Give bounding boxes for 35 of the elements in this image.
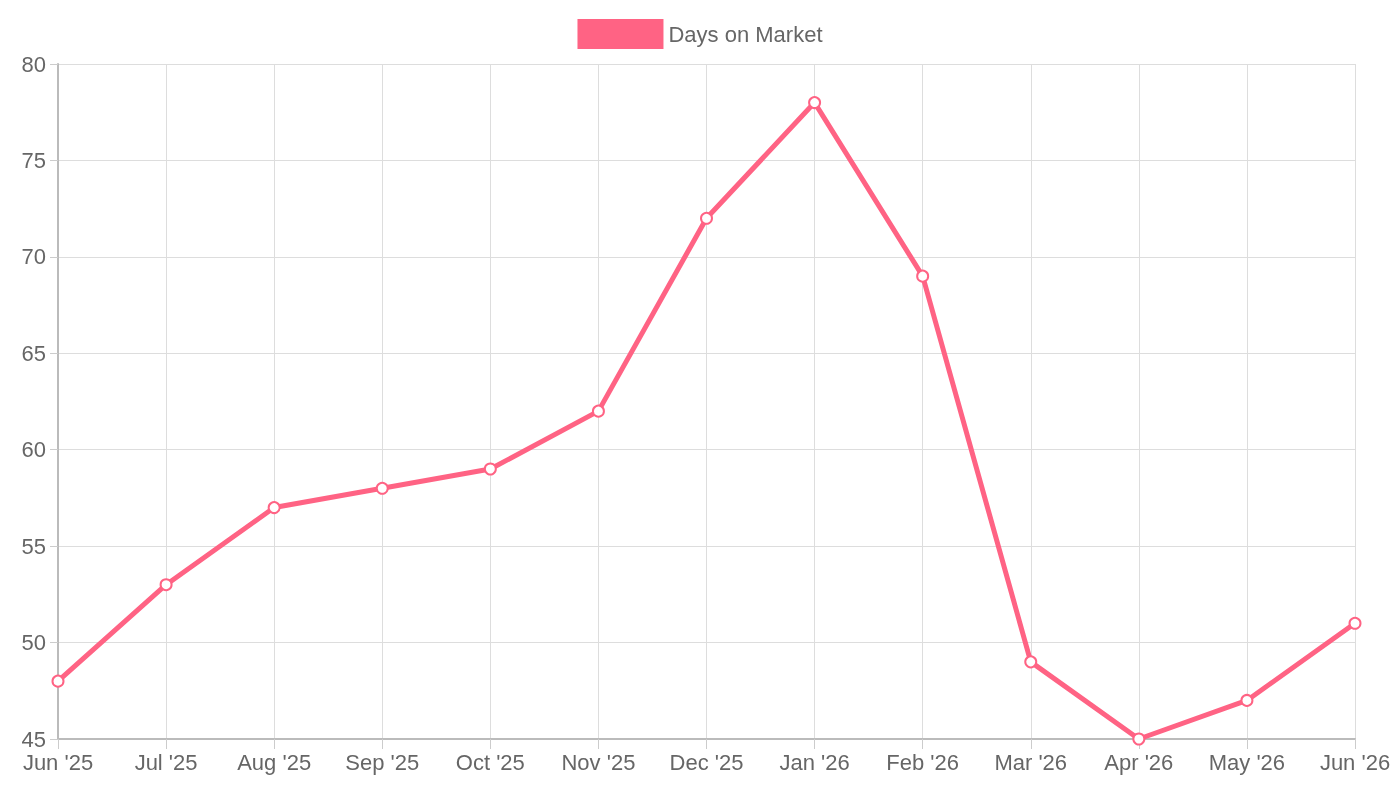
y-tick-label: 50: [21, 630, 46, 656]
x-tick-label: Feb '26: [886, 749, 960, 775]
y-tick-label: 70: [21, 244, 46, 270]
point: [1024, 655, 1038, 669]
y-tick-label: 45: [21, 726, 46, 752]
point: [1240, 693, 1254, 707]
x-tick-label: Apr '26: [1104, 749, 1174, 775]
x-tick-label: Jan '26: [779, 749, 850, 775]
x-tick-label: Jun '26: [1319, 749, 1391, 775]
x-tick-label: Sep '25: [345, 749, 420, 775]
x-tick-label: Dec '25: [669, 749, 744, 775]
x-tick-label: Aug '25: [237, 749, 312, 775]
legend-label: Days on Market: [668, 21, 823, 47]
x-tick-label: Mar '26: [994, 749, 1068, 775]
y-tick-label: 80: [21, 51, 46, 77]
y-tick-label: 60: [21, 437, 46, 463]
x-tick-label: Jun '25: [22, 749, 94, 775]
point: [700, 211, 713, 225]
x-tick-label: May '26: [1208, 749, 1286, 775]
y-tick-label: 55: [21, 533, 46, 559]
x-tick-label: Oct '25: [455, 749, 525, 775]
point: [916, 269, 930, 283]
point: [375, 481, 389, 495]
point: [1132, 732, 1146, 746]
y-tick-label: 75: [21, 147, 46, 173]
point: [159, 578, 173, 592]
point: [1348, 616, 1362, 630]
point: [483, 462, 497, 476]
x-tick-label: Nov '25: [561, 749, 636, 775]
point: [51, 674, 65, 688]
y-tick-label: 65: [21, 340, 46, 366]
x-tick-label: Jul '25: [134, 749, 198, 775]
point: [267, 501, 281, 515]
point: [808, 96, 822, 110]
point: [591, 404, 605, 418]
